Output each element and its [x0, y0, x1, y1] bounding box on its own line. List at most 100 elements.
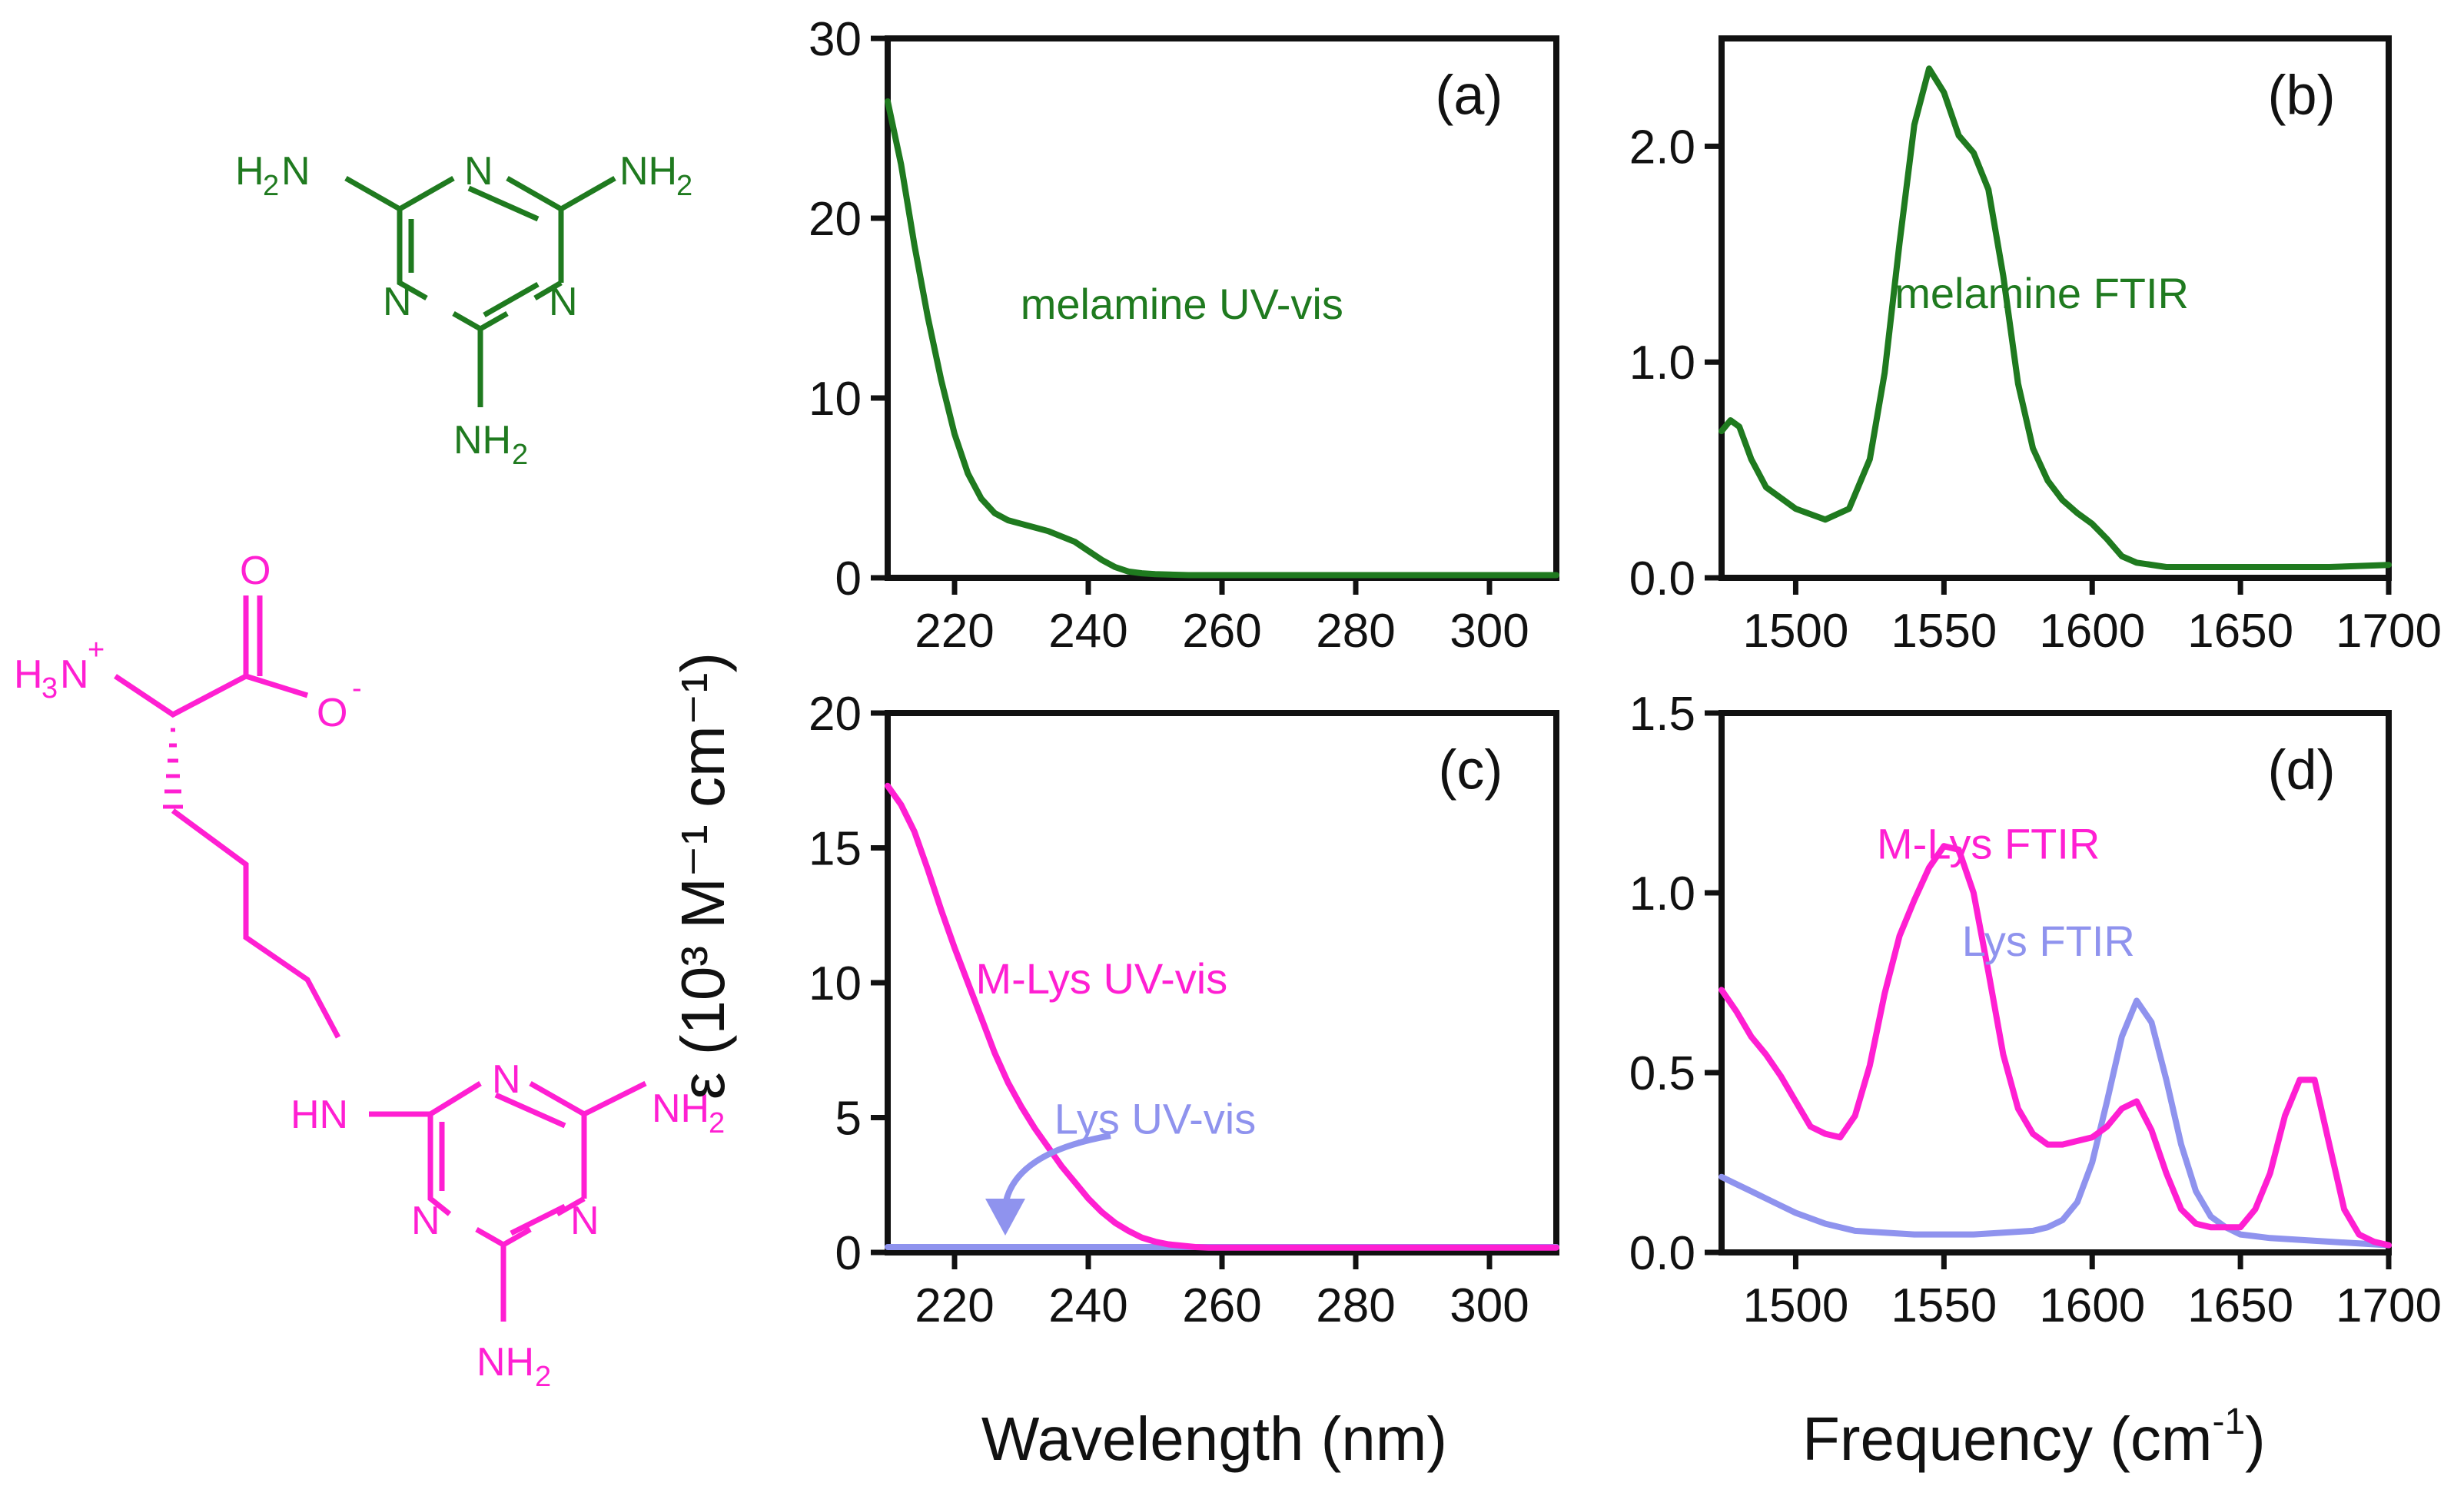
panel-b-series-line-0 [1718, 65, 2392, 570]
m-lys-h3n-h: H [14, 652, 43, 697]
melamine-n-right: N [549, 280, 578, 324]
m-lys-hn: HN [291, 1093, 348, 1137]
panel-c-xtick-label: 260 [1182, 1279, 1261, 1332]
panel-a-xtick-label: 220 [915, 605, 994, 658]
panel-c-series-line-0 [885, 782, 1559, 1251]
panel-d-ytick-label: 1.0 [1629, 867, 1695, 920]
m-lys-n-left: N [411, 1199, 440, 1243]
m-lys-n-top: N [492, 1057, 521, 1102]
x-axis-title-right-sup: -1 [2212, 1401, 2245, 1442]
panel-b-xtick-label: 1650 [2187, 605, 2293, 658]
panel-d-series-line-0 [1718, 843, 2392, 1249]
y-axis-title: ε (10³ M⁻¹ cm⁻¹) [669, 652, 737, 1100]
panel-d-series-label-0: M-Lys FTIR [1877, 820, 2100, 868]
melamine-nh2-bottom: NH [453, 418, 511, 463]
panel-d-ytick-label: 0.0 [1629, 1227, 1695, 1280]
lys-uvvis-arrow-shaft [1002, 1133, 1111, 1206]
melamine-n-left: N [383, 280, 412, 324]
panel-b-ytick-label: 1.0 [1629, 337, 1695, 390]
panel-c-ytick-label: 5 [835, 1093, 862, 1146]
panel-c-xtick-label: 280 [1316, 1279, 1395, 1332]
panel-a-xtick-label: 260 [1182, 605, 1261, 658]
melamine-nh2-right: NH [619, 149, 677, 194]
panel-a-ytick-label: 0 [835, 552, 862, 605]
panel-d: 0.0 0.5 1.0 1.5 1500 1550 1600 1650 1700 M-Lys FT… [1629, 688, 2442, 1332]
panel-c: 0 5 10 15 20 220 240 260 280 300 M-Lys UV-vis Lys U… [809, 688, 1559, 1332]
x-axis-title-right-main: Frequency (cm [1802, 1405, 2212, 1473]
panel-b-ytick-label: 2.0 [1629, 121, 1695, 174]
m-lys-nh2-right-sub: 2 [709, 1107, 725, 1139]
panel-c-ytick-label: 10 [809, 957, 862, 1010]
m-lys-h3n-plus: + [88, 634, 105, 666]
panel-c-ytick-label: 0 [835, 1227, 862, 1280]
panel-d-xtick-label: 1700 [2336, 1279, 2442, 1332]
melamine-n-top: N [464, 149, 493, 194]
panel-c-ytick-label: 15 [809, 823, 862, 876]
panel-b-xtick-label: 1600 [2039, 605, 2145, 658]
melamine-nh2-bottom-sub: 2 [512, 439, 528, 471]
panel-d-xtick-label: 1550 [1891, 1279, 1997, 1332]
panel-d-series-label-1: Lys FTIR [1962, 917, 2135, 965]
panel-b-xtick-label: 1500 [1742, 605, 1848, 658]
m-lys-h3n-n: N [60, 652, 89, 697]
melamine-nh2-left-n: N [281, 149, 310, 194]
panel-c-series-label-0: M-Lys UV-vis [976, 954, 1228, 1003]
panel-d-label: (d) [2268, 739, 2336, 801]
panel-a-series-line-0 [885, 98, 1559, 579]
panel-c-xtick-label: 240 [1048, 1279, 1127, 1332]
lys-uvvis-arrow-head [985, 1199, 1025, 1236]
panel-c-xtick-label: 300 [1450, 1279, 1529, 1332]
panel-b-xtick-label: 1550 [1891, 605, 1997, 658]
panel-a-label: (a) [1435, 65, 1503, 126]
m-lys-h3n-sub: 3 [42, 672, 58, 705]
panel-c-xtick-label: 220 [915, 1279, 994, 1332]
melamine-nh2-left-h: H [235, 149, 264, 194]
panel-c-label: (c) [1438, 739, 1503, 801]
panel-a-xtick-label: 300 [1450, 605, 1529, 658]
panel-a-ytick-label: 20 [809, 193, 862, 246]
m-lys-structure [114, 595, 647, 1322]
panel-d-ytick-label: 1.5 [1629, 688, 1695, 741]
panel-b-xtick-label: 1700 [2336, 605, 2442, 658]
panel-a-xtick-label: 240 [1048, 605, 1127, 658]
m-lys-n-right: N [570, 1199, 599, 1243]
panel-b-series-label-0: melamine FTIR [1894, 269, 2189, 317]
panel-b-label: (b) [2268, 65, 2336, 126]
panel-a-xtick-label: 280 [1316, 605, 1395, 658]
panel-d-ytick-label: 0.5 [1629, 1047, 1695, 1100]
melamine-structure [344, 175, 616, 407]
x-axis-title-right: Frequency (cm-1) [1802, 1401, 2266, 1473]
m-lys-nh2-right: NH [652, 1086, 709, 1131]
m-lys-stereo-wedge [163, 728, 183, 809]
m-lys-o-minus: O [317, 691, 347, 735]
melamine-ring-bonds [397, 175, 564, 333]
m-lys-nh2-bottom-sub: 2 [535, 1361, 551, 1393]
panel-a-ytick-label: 30 [809, 13, 862, 66]
melamine-nh2-right-sub: 2 [676, 170, 692, 202]
panel-b-ytick-label: 0.0 [1629, 552, 1695, 605]
panel-b: 0.0 1.0 2.0 1500 1550 1600 1650 1700 melamine FT… [1629, 35, 2442, 658]
m-lys-o-double: O [240, 549, 271, 593]
m-lys-backbone-bonds [114, 595, 341, 1039]
panel-b-frame [1718, 35, 2392, 581]
lys-uvvis-arrow [985, 1133, 1111, 1236]
panel-d-xtick-label: 1650 [2187, 1279, 2293, 1332]
panel-c-ytick-label: 20 [809, 688, 862, 741]
panel-a-ytick-label: 10 [809, 373, 862, 426]
melamine-atoms: N N N H 2 N NH 2 NH 2 [235, 149, 692, 471]
panel-a-series-label-0: melamine UV-vis [1021, 280, 1343, 328]
m-lys-nh2-bottom: NH [477, 1340, 534, 1385]
panel-d-frame [1718, 710, 2392, 1256]
melamine-substituent-bonds [344, 175, 616, 407]
panel-d-xtick-label: 1600 [2039, 1279, 2145, 1332]
x-axis-title-left: Wavelength (nm) [981, 1405, 1447, 1473]
x-axis-title-right-end: ) [2245, 1405, 2266, 1473]
melamine-nh2-left-sub: 2 [263, 170, 279, 202]
m-lys-o-minus-sign: - [352, 672, 362, 705]
panel-a: 0 10 20 30 220 240 260 280 300 melamine UV-vis (a) [809, 13, 1559, 658]
panel-d-series-line-1 [1718, 997, 2392, 1249]
panel-c-series-label-1: Lys UV-vis [1054, 1095, 1256, 1143]
m-lys-atoms: H 3 N + O O - HN N N N NH 2 NH 2 [14, 549, 725, 1393]
panel-d-xtick-label: 1500 [1742, 1279, 1848, 1332]
